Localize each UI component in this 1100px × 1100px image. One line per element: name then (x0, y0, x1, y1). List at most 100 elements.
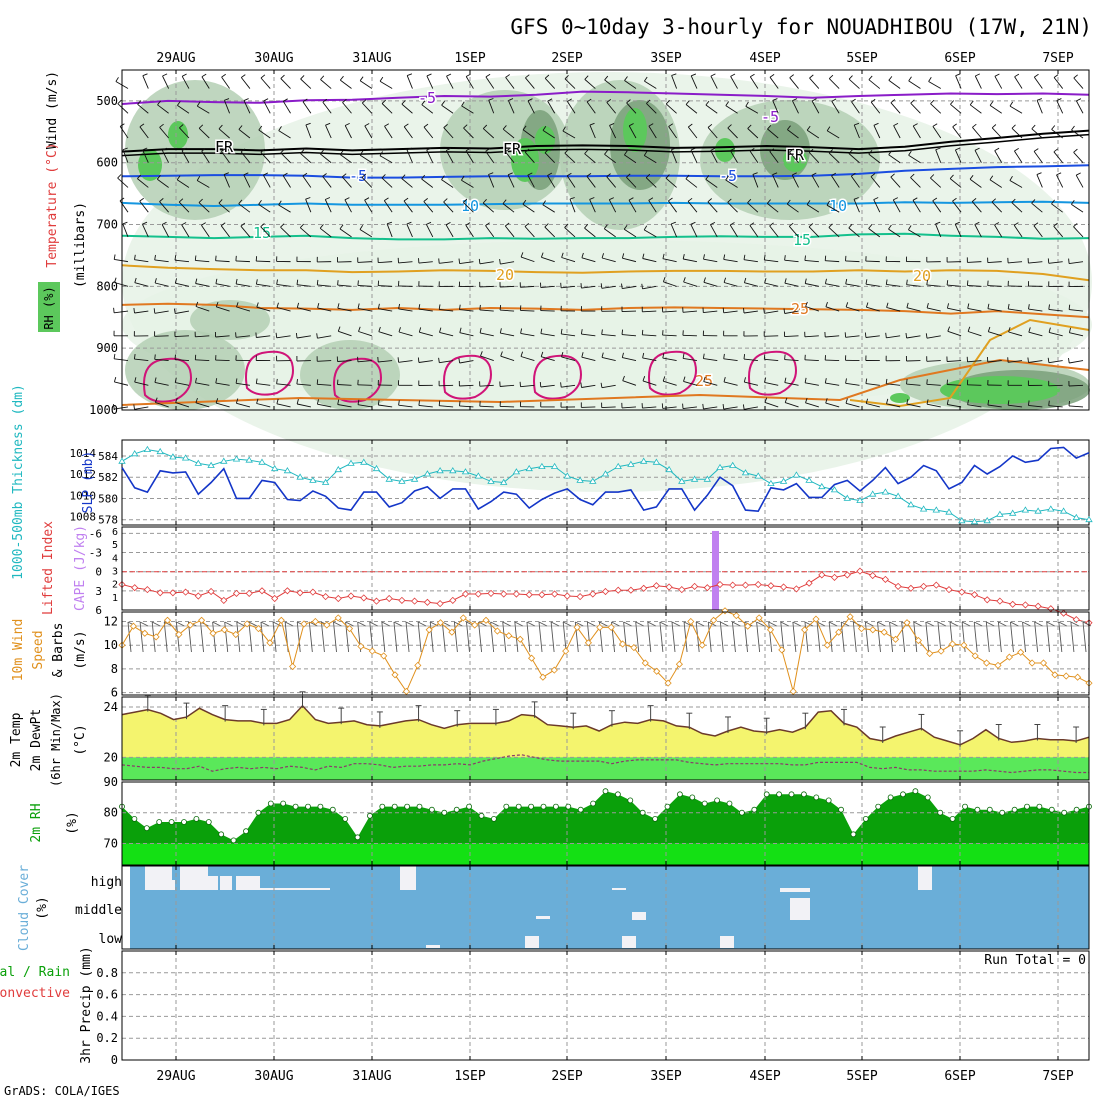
rh-point (391, 803, 398, 810)
wind-barb (423, 126, 434, 139)
wind-barb-flag (195, 278, 198, 284)
wind-barb-flag (198, 198, 203, 203)
wind-barb-flag (647, 621, 657, 627)
wind-barb-flag (405, 621, 415, 627)
thickness-point (461, 468, 470, 475)
wind-barb-flag (480, 351, 483, 357)
wind-barb-flag (930, 99, 935, 105)
wind-barb-flag (703, 277, 706, 283)
wind-barb (752, 174, 759, 188)
wind-barb-flag (325, 197, 331, 200)
wind-barb (601, 285, 616, 289)
wind-barb-flag (1051, 125, 1056, 130)
wind-barb (357, 360, 372, 363)
thickness-point (321, 478, 330, 485)
wind-barb (1009, 180, 1023, 188)
rh-point (1048, 806, 1055, 813)
wind-barb (393, 621, 398, 653)
wind-barb (581, 285, 596, 289)
wind-barb-flag (671, 147, 677, 151)
wind-barb-flag (1048, 400, 1050, 406)
rh-point (404, 803, 411, 810)
wind-barb (461, 179, 474, 188)
wind-barb (240, 225, 251, 238)
y-tick-label: 800 (96, 279, 118, 293)
wind-barb (159, 201, 169, 213)
wind-barb-flag (115, 77, 119, 82)
wind-barb-flag (824, 378, 827, 384)
wind-barb (831, 175, 840, 188)
rh-point (652, 816, 658, 822)
wind-barb-flag (621, 253, 625, 259)
wind-barb (361, 102, 373, 114)
wind-barb-flag (243, 98, 249, 102)
wind-speed-point (801, 626, 809, 634)
wind-barb-flag (260, 74, 266, 79)
wind-barb (114, 310, 129, 314)
wind-barb-flag (947, 326, 951, 332)
wind-barb (621, 406, 637, 409)
wind-barb-flag (1056, 98, 1062, 102)
wind-barb-flag (337, 399, 340, 405)
wind-barb (912, 125, 921, 139)
wind-barb (663, 380, 677, 386)
cloud-level-high: high (91, 875, 122, 890)
wind-barb (522, 203, 535, 213)
wind-barb-flag (926, 379, 928, 385)
rh-point (937, 809, 944, 816)
wind-barb (930, 103, 942, 114)
wind-barb-flag (969, 175, 974, 180)
wind-barb (278, 130, 291, 139)
thickness-point (1047, 505, 1055, 512)
wind-barb-flag (275, 332, 278, 338)
wind-barb-flag (333, 621, 342, 627)
wind-barb (236, 306, 251, 312)
wind-barb-flag (749, 148, 755, 152)
wind-barb (811, 100, 820, 114)
wind-barb-flag (789, 148, 794, 153)
wind-barb (1034, 621, 1039, 653)
wind-barb (406, 149, 413, 163)
wind-barb-flag (805, 397, 808, 403)
wind-barb (142, 149, 149, 163)
wind-barb (379, 80, 393, 89)
wind-barb-flag (969, 100, 974, 106)
y-tick-label-right: 1 (112, 593, 118, 604)
wind-barb (628, 199, 637, 213)
cloud-clear-block (632, 912, 646, 920)
wind-barb (671, 75, 678, 89)
rh-contour-magenta (748, 350, 797, 396)
li-point (245, 589, 253, 597)
wind-barb (683, 380, 698, 386)
thickness-point (245, 456, 253, 463)
wind-barb (645, 177, 657, 188)
rh-high-shading (535, 126, 555, 154)
wind-barb (703, 258, 718, 263)
wind-barb (1048, 261, 1063, 264)
wind-barb (485, 151, 495, 163)
thickness-point (296, 473, 304, 480)
panel-frame (121, 950, 1090, 1061)
rh-point (1011, 806, 1018, 813)
wind-barb (662, 258, 677, 263)
wind-barb (541, 356, 555, 361)
li-point (754, 580, 762, 589)
wind-barb (1053, 77, 1064, 89)
wind-speed-point (698, 641, 706, 649)
wind-barb-flag (611, 621, 620, 627)
wind-barb-flag (134, 254, 136, 260)
thickness-point (385, 475, 393, 482)
wind-barb (235, 260, 250, 263)
wind-barb-flag (1028, 304, 1030, 310)
wind-barb (805, 306, 819, 312)
wind-barb-flag (296, 398, 299, 405)
panel-frame (121, 611, 1090, 696)
wind-barb (198, 127, 210, 139)
wind-barb-flag (642, 376, 646, 382)
li-point (207, 587, 215, 596)
wind-speed-point (198, 616, 206, 624)
rh-point (875, 803, 882, 810)
wind-barb (806, 129, 820, 139)
rh-point (825, 797, 832, 804)
wind-barb-flag (538, 621, 548, 627)
